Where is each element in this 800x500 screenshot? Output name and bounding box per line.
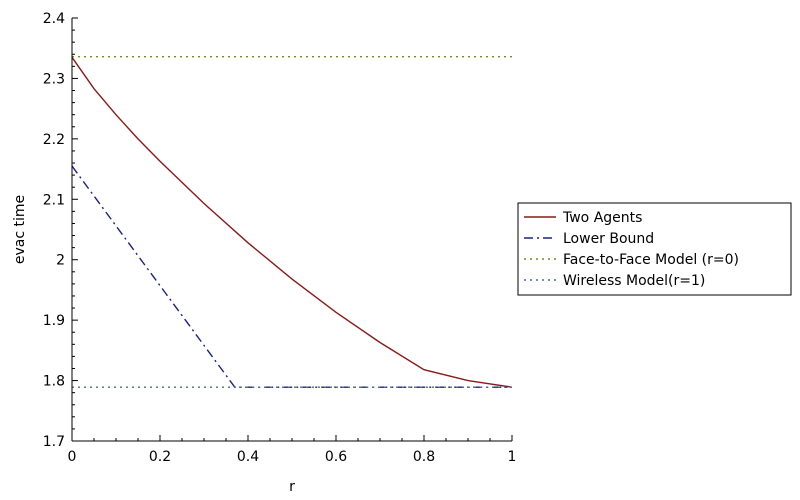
x-tick-label: 0.6	[325, 449, 347, 465]
series-line-1	[71, 56, 513, 388]
legend: Two Agents Lower Bound Face-to-Face Model …	[517, 202, 792, 296]
x-tick-label: 1	[508, 449, 517, 465]
x-tick-label: 0.8	[413, 449, 435, 465]
y-tick-label: 2.4	[43, 11, 65, 27]
y-tick-label: 1.8	[43, 374, 65, 390]
y-tick-label: 2.3	[43, 71, 65, 87]
y-ticks: 1.7 1.8 1.9 2 2.1 2.2 2.3 2.4	[43, 11, 78, 450]
y-tick-label: 1.9	[43, 313, 65, 329]
legend-label-3: Face-to-Face Model (r=0)	[563, 252, 739, 268]
legend-label-2: Lower Bound	[563, 231, 654, 247]
y-tick-label: 2	[56, 253, 65, 269]
legend-box	[517, 202, 792, 296]
x-tick-label: 0.2	[149, 449, 171, 465]
legend-label-4: Wireless Model(r=1)	[563, 273, 705, 289]
y-tick-label: 2.1	[43, 192, 65, 208]
x-ticks: 0 0.2 0.4 0.6 0.8 1	[68, 435, 517, 465]
x-axis-title: r	[289, 479, 295, 495]
series-line-2	[71, 165, 512, 388]
x-tick-label: 0	[68, 449, 77, 465]
y-tick-label: 1.7	[43, 434, 65, 450]
x-tick-label: 0.4	[237, 449, 259, 465]
axes: 0 0.2 0.4 0.6 0.8 1 1.7 1.8 1.9 2 2.1 2.2 2.3 2.4	[43, 11, 517, 465]
legend-label-1: Two Agents	[562, 210, 642, 226]
plot-lines	[71, 56, 513, 388]
y-axis-title: evac time	[12, 195, 28, 264]
y-tick-label: 2.2	[43, 132, 65, 148]
